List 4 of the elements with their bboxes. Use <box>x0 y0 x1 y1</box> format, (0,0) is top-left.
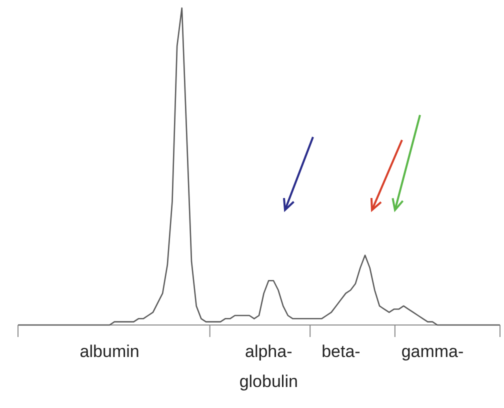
x-tick-label: beta- <box>322 342 360 361</box>
x-tick-label: gamma- <box>401 342 464 361</box>
x-tick-label: alpha- globulin <box>239 342 298 391</box>
x-tick-label: albumin <box>80 342 140 361</box>
